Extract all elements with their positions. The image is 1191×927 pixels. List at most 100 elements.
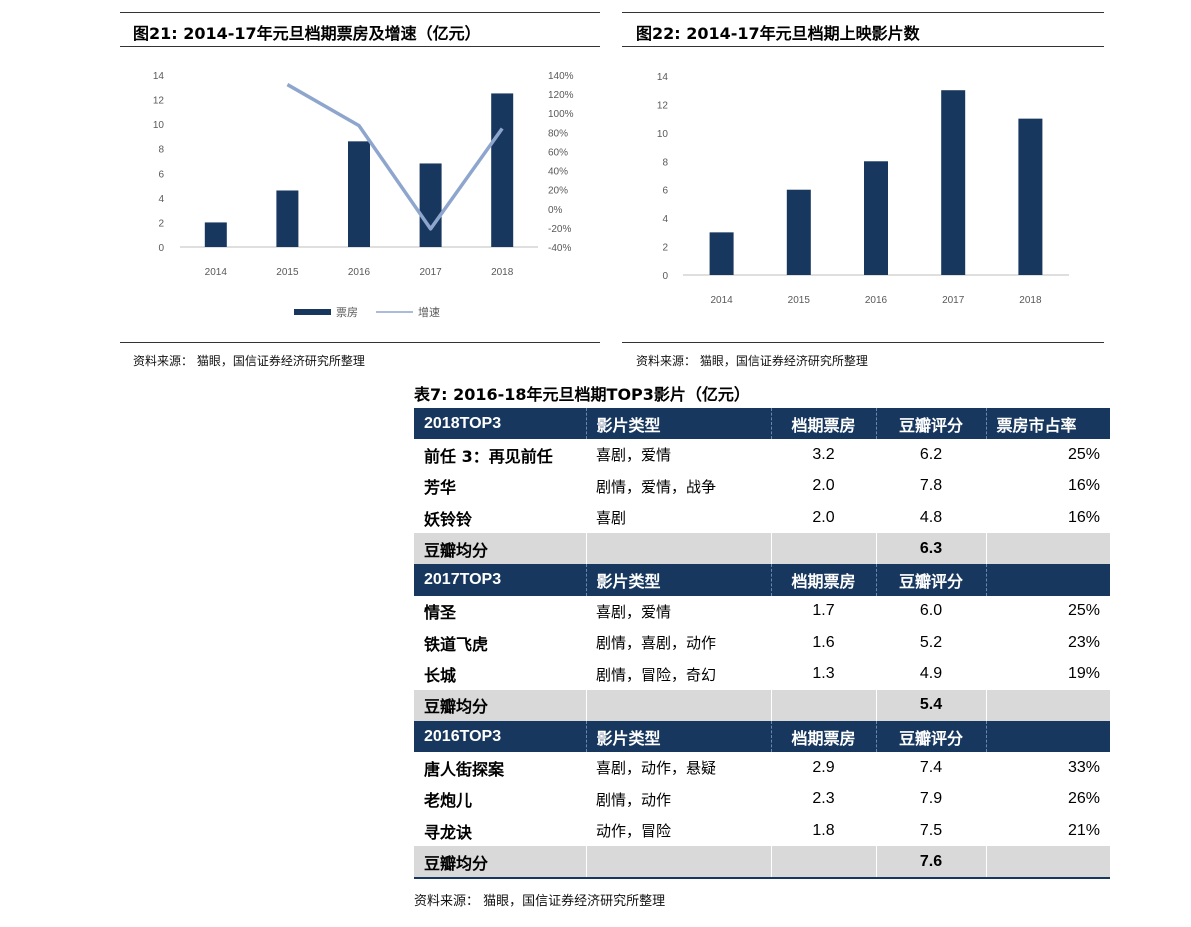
y-tick-label: 12	[153, 96, 165, 107]
film-name-cell: 情圣	[424, 603, 457, 623]
column-header	[985, 720, 1110, 753]
table7-source: 资料来源： 猫眼，国信证券经济研究所整理	[414, 894, 666, 909]
y-tick-label: 2	[662, 243, 668, 254]
column-header: 豆瓣评分	[875, 408, 986, 440]
table-row: 铁道飞虎 剧情，喜剧，动作 1.6 5.2 23%	[414, 627, 1110, 658]
market-share-cell: 25%	[1067, 602, 1100, 620]
avg-empty-cell	[770, 533, 876, 565]
fig21-top-rule	[120, 12, 600, 13]
table-row: 唐人街探案 喜剧，动作，悬疑 2.9 7.4 33%	[414, 752, 1110, 783]
avg-label: 豆瓣均分	[414, 689, 586, 721]
avg-label: 豆瓣均分	[414, 846, 586, 878]
section-year-label: 2017TOP3	[414, 564, 586, 596]
y-tick-label: 8	[662, 157, 668, 168]
section-year-label: 2018TOP3	[414, 408, 586, 440]
y-tick-label: 14	[153, 71, 165, 82]
fig21-title-rule	[120, 46, 600, 47]
douban-score-cell: 7.9	[919, 790, 943, 808]
genre-cell: 剧情，动作	[596, 790, 672, 809]
table-section-header: 2017TOP3 影片类型 档期票房 豆瓣评分	[414, 564, 1110, 596]
market-share-cell: 16%	[1067, 508, 1100, 526]
column-header: 豆瓣评分	[875, 720, 986, 753]
market-share-cell: 23%	[1067, 633, 1100, 651]
film-name-cell: 芳华	[424, 478, 457, 498]
fig21-chart: 0 2 4 6 8 10 12 14 -40% -20% 0% 20% 40% 60% 80% 100% 120…	[153, 71, 574, 319]
box-office-cell: 3.2	[812, 445, 835, 463]
x-tick-label: 2018	[1019, 295, 1042, 306]
bar-film-count	[709, 232, 734, 275]
table7-bottom-rule	[414, 877, 1110, 880]
fig21-title: 图21: 2014-17年元旦档期票房及增速（亿元）	[133, 24, 481, 43]
column-header	[985, 564, 1110, 596]
column-header: 票房市占率	[985, 408, 1110, 440]
genre-cell: 喜剧	[596, 509, 627, 528]
bar-film-count	[1018, 118, 1043, 276]
douban-score-cell: 5.2	[919, 633, 943, 651]
avg-empty-cell	[770, 689, 876, 721]
y2-tick-label: 140%	[548, 71, 574, 82]
x-tick-label: 2015	[788, 295, 811, 306]
x-tick-label: 2014	[710, 295, 733, 306]
fig22-bottom-rule	[622, 342, 1104, 343]
bar-box-office	[348, 141, 370, 247]
y2-tick-label: 20%	[548, 186, 568, 197]
table-avg-row: 豆瓣均分 6.3	[414, 533, 1110, 565]
bar-box-office	[491, 93, 514, 247]
bar-box-office	[204, 222, 227, 247]
bar-film-count	[864, 161, 888, 275]
y-tick-label: 4	[662, 214, 668, 225]
douban-score-cell: 7.5	[919, 821, 943, 839]
box-office-cell: 2.0	[812, 477, 835, 495]
genre-cell: 剧情，爱情，战争	[596, 477, 717, 496]
avg-empty-cell	[985, 533, 1110, 565]
table-avg-row: 豆瓣均分 5.4	[414, 689, 1110, 721]
genre-cell: 剧情，冒险，奇幻	[596, 665, 717, 684]
avg-value: 5.4	[875, 689, 986, 721]
box-office-cell: 1.6	[812, 633, 835, 651]
y-tick-label: 0	[158, 243, 164, 254]
avg-empty-cell	[585, 689, 771, 721]
y-tick-label: 12	[657, 100, 669, 111]
table-row: 情圣 喜剧，爱情 1.7 6.0 25%	[414, 596, 1110, 627]
avg-value: 6.3	[875, 533, 986, 565]
avg-empty-cell	[585, 533, 771, 565]
avg-empty-cell	[985, 689, 1110, 721]
y-tick-label: 6	[158, 169, 164, 180]
table-row: 芳华 剧情，爱情，战争 2.0 7.8 16%	[414, 471, 1110, 502]
douban-score-cell: 6.2	[919, 445, 943, 463]
fig22-title-rule	[622, 46, 1104, 47]
fig21-source: 资料来源： 猫眼，国信证券经济研究所整理	[133, 354, 365, 368]
film-name-cell: 老炮儿	[424, 791, 473, 811]
box-office-cell: 2.3	[812, 790, 835, 808]
y-tick-label: 8	[158, 145, 164, 156]
fig22-top-rule	[622, 12, 1104, 13]
y-tick-label: 0	[662, 271, 668, 282]
bar-film-count	[786, 189, 811, 275]
y2-tick-label: -20%	[548, 224, 571, 235]
column-header: 档期票房	[770, 408, 876, 440]
table7-title: 表7: 2016-18年元旦档期TOP3影片（亿元）	[414, 385, 750, 404]
market-share-cell: 21%	[1067, 821, 1100, 839]
y2-tick-label: 100%	[548, 109, 574, 120]
table-section-header: 2018TOP3 影片类型 档期票房 豆瓣评分 票房市占率	[414, 408, 1110, 440]
y2-tick-label: 0%	[548, 205, 563, 216]
y2-tick-label: -40%	[548, 243, 571, 254]
y-tick-label: 10	[657, 129, 669, 140]
column-header: 影片类型	[585, 564, 771, 596]
douban-score-cell: 7.4	[919, 758, 943, 776]
avg-label: 豆瓣均分	[414, 533, 586, 565]
box-office-cell: 1.8	[812, 821, 835, 839]
legend-swatch-bar	[294, 309, 331, 315]
x-tick-label: 2016	[348, 267, 371, 278]
table-avg-row: 豆瓣均分 7.6	[414, 846, 1110, 878]
y2-tick-label: 80%	[548, 128, 568, 139]
film-name-cell: 长城	[424, 666, 457, 686]
table-row: 寻龙诀 动作，冒险 1.8 7.5 21%	[414, 815, 1110, 846]
douban-score-cell: 6.0	[919, 602, 943, 620]
y-tick-label: 4	[158, 194, 164, 205]
fig21-bottom-rule	[120, 342, 600, 343]
table-section-header: 2016TOP3 影片类型 档期票房 豆瓣评分	[414, 720, 1110, 753]
film-name-cell: 寻龙诀	[424, 822, 473, 842]
legend-label-bar: 票房	[336, 306, 358, 319]
genre-cell: 喜剧，爱情	[596, 446, 672, 465]
